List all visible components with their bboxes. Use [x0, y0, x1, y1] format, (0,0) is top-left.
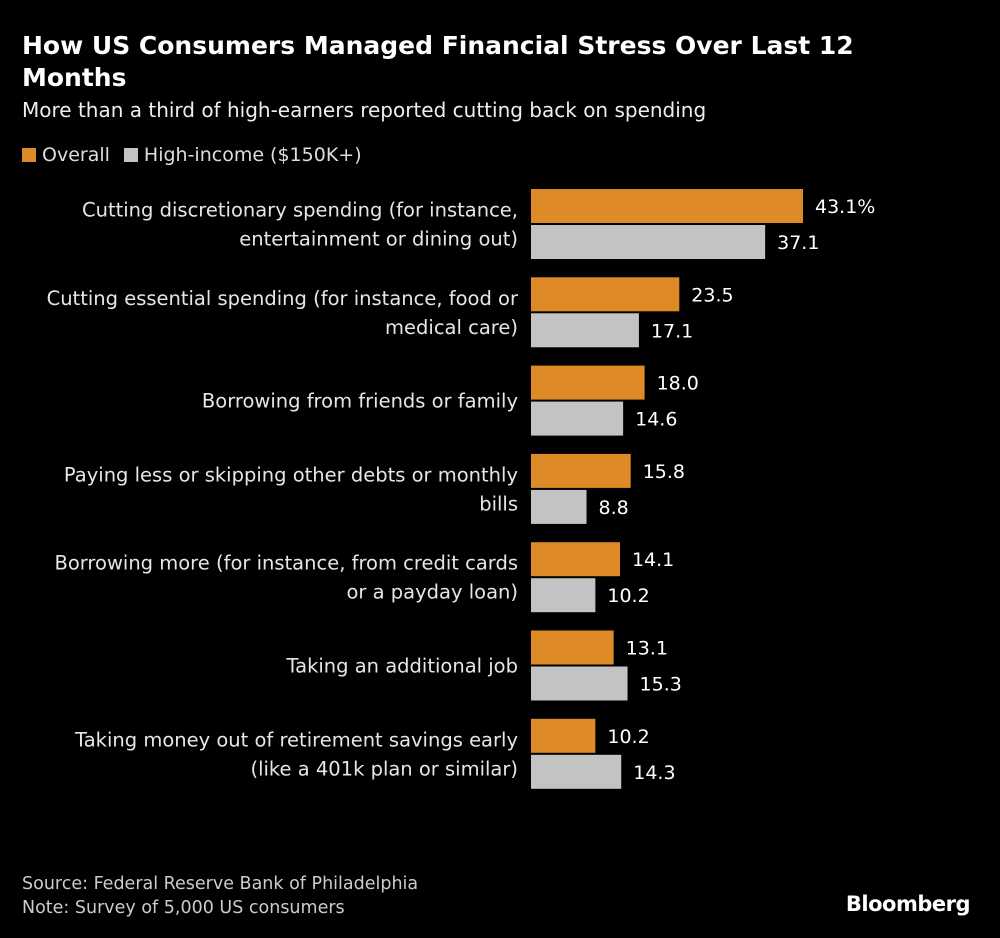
- legend-label-overall: Overall: [42, 144, 110, 166]
- bar-high-income: [531, 313, 639, 348]
- data-label: 8.8: [599, 497, 629, 519]
- legend-swatch-high-income: [123, 148, 138, 162]
- data-label: 43.1%: [815, 196, 875, 218]
- legend-item-high-income: High-income ($150K+): [123, 144, 362, 166]
- bar-overall: [531, 718, 596, 753]
- bar-high-income: [531, 578, 596, 613]
- survey-note: Note: Survey of 5,000 US consumers: [22, 898, 345, 918]
- category-label: Taking an additional job: [285, 655, 518, 678]
- legend-swatch-overall: [22, 148, 36, 162]
- category-label: medical care): [385, 316, 518, 339]
- legend: Overall High-income ($150K+): [22, 144, 376, 166]
- bar-overall: [531, 453, 631, 488]
- data-label: 18.0: [657, 373, 699, 395]
- bar-high-income: [531, 666, 628, 701]
- chart-subtitle: More than a third of high-earners report…: [22, 98, 707, 122]
- bar-high-income: [531, 225, 766, 259]
- legend-label-high-income: High-income ($150K+): [143, 144, 362, 166]
- data-label: 15.8: [643, 461, 685, 483]
- bar-high-income: [531, 401, 624, 436]
- data-label: 14.6: [635, 409, 677, 431]
- data-label: 10.2: [607, 726, 649, 748]
- category-label: bills: [479, 492, 518, 515]
- bar-high-income: [531, 754, 622, 789]
- category-label: Cutting discretionary spending (for inst…: [82, 199, 518, 222]
- category-label: Paying less or skipping other debts or m…: [64, 463, 518, 486]
- category-label: Cutting essential spending (for instance…: [47, 287, 519, 310]
- data-label: 10.2: [607, 585, 649, 607]
- category-label: Borrowing more (for instance, from credi…: [54, 552, 518, 575]
- bar-high-income: [531, 489, 587, 524]
- data-label: 14.3: [633, 762, 675, 784]
- source-note: Source: Federal Reserve Bank of Philadel…: [22, 874, 419, 894]
- data-label: 13.1: [626, 638, 668, 660]
- data-label: 15.3: [640, 674, 682, 696]
- bar-overall: [531, 189, 803, 223]
- category-label: or a payday loan): [347, 581, 519, 604]
- data-label: 17.1: [651, 320, 693, 342]
- data-label: 23.5: [691, 284, 733, 306]
- legend-item-overall: Overall: [22, 144, 110, 166]
- category-label: (like a 401k plan or similar): [250, 757, 518, 780]
- data-label: 14.1: [632, 549, 674, 571]
- data-label: 37.1: [777, 232, 819, 254]
- bar-overall: [531, 630, 614, 665]
- bar-overall: [531, 365, 645, 400]
- bar-overall: [531, 542, 620, 577]
- chart-title: How US Consumers Managed Financial Stres…: [22, 31, 854, 92]
- category-label: Borrowing from friends or family: [202, 390, 518, 413]
- bar-overall: [531, 277, 680, 312]
- category-label: Taking money out of retirement savings e…: [74, 728, 518, 751]
- category-label: entertainment or dining out): [239, 228, 518, 251]
- bloomberg-logo: Bloomberg: [845, 892, 971, 916]
